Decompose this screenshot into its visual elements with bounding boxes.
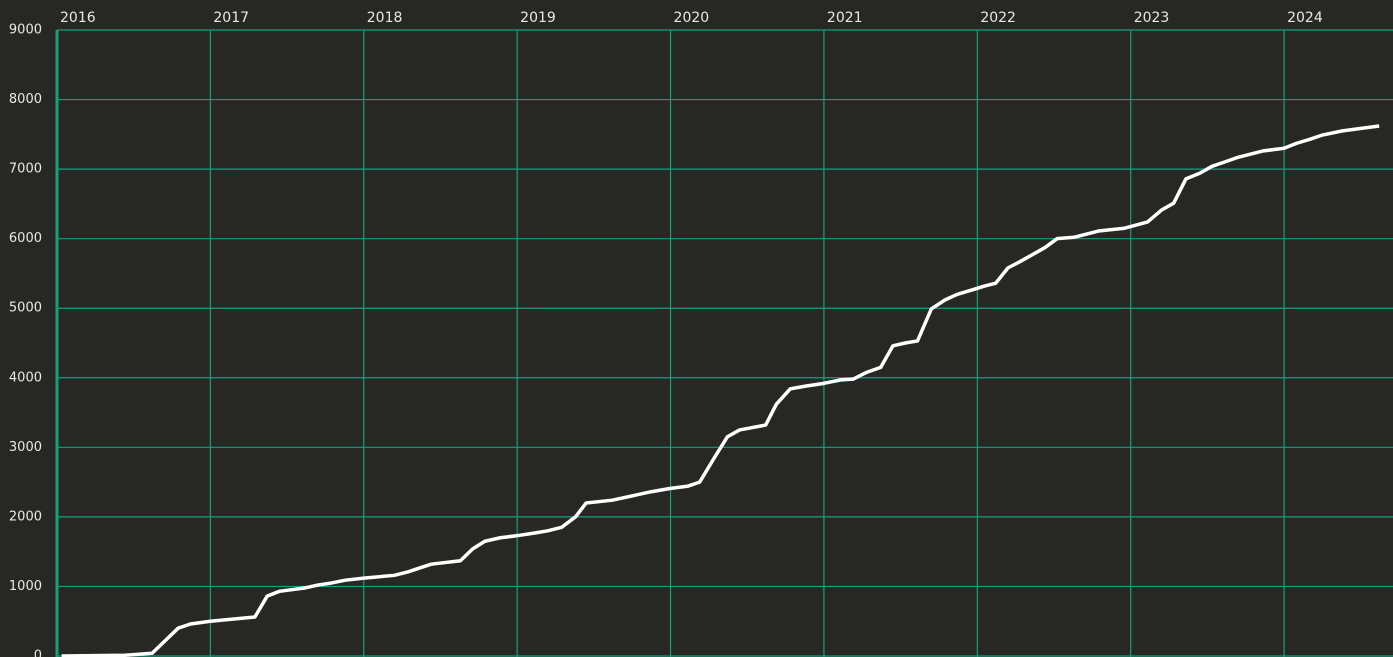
y-tick-label: 6000	[9, 231, 42, 246]
y-tick-label: 1000	[9, 579, 42, 594]
x-tick-label: 2016	[60, 10, 96, 26]
x-tick-label: 2017	[213, 10, 249, 26]
y-tick-label: 0	[34, 649, 42, 657]
y-tick-label: 5000	[9, 301, 42, 316]
y-tick-label: 9000	[9, 23, 42, 38]
x-tick-label: 2021	[827, 10, 863, 26]
y-tick-label: 4000	[9, 370, 42, 385]
data-line	[61, 124, 1380, 657]
y-tick-label: 8000	[9, 92, 42, 107]
x-tick-label: 2024	[1287, 10, 1323, 26]
x-tick-label: 2018	[367, 10, 403, 26]
y-tick-label: 3000	[9, 440, 42, 455]
x-tick-label: 2019	[520, 10, 556, 26]
x-tick-label: 2022	[980, 10, 1016, 26]
y-tick-label: 7000	[9, 162, 42, 177]
y-tick-label: 2000	[9, 509, 42, 524]
x-tick-label: 2023	[1134, 10, 1170, 26]
x-tick-label: 2020	[674, 10, 710, 26]
